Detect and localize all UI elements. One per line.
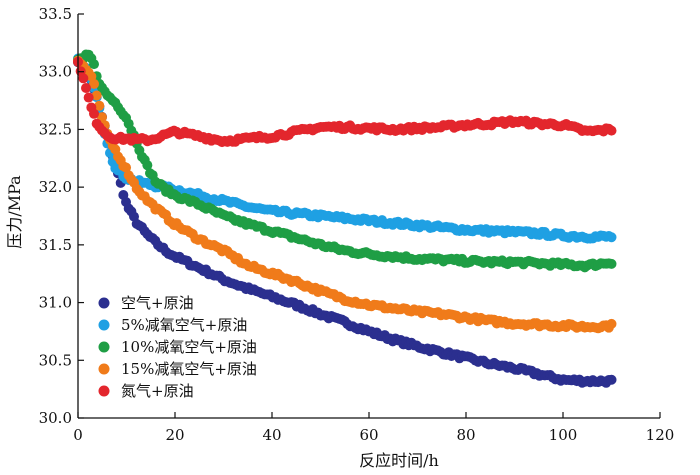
data-point: [78, 73, 89, 84]
data-point: [606, 125, 617, 136]
x-tick-label: 0: [73, 426, 83, 444]
legend-item: 15%减氧空气+原油: [98, 360, 257, 378]
legend-marker: [98, 385, 110, 397]
x-axis-title: 反应时间/h: [359, 451, 439, 470]
y-tick-label: 30.5: [39, 351, 72, 369]
data-point: [606, 374, 617, 385]
x-tick-label: 20: [165, 426, 184, 444]
data-point: [606, 258, 617, 269]
data-point: [91, 90, 102, 101]
legend-marker: [98, 297, 110, 309]
legend-item: 空气+原油: [98, 294, 194, 312]
data-point: [89, 108, 99, 119]
legend-marker: [98, 341, 110, 353]
y-tick-label: 31.5: [39, 236, 72, 254]
series-2-points: [73, 53, 617, 244]
axes: 0 20 40 60 80 100 120 30.0 30.5 31.0 31.5 32.0 32.5 3…: [5, 5, 674, 470]
series-5-points: [73, 56, 617, 148]
legend-label: 5%减氧空气+原油: [121, 316, 247, 334]
x-tick-label: 60: [359, 426, 378, 444]
x-tick-label: 80: [456, 426, 475, 444]
legend-label: 15%减氧空气+原油: [121, 360, 257, 378]
legend-label: 10%减氧空气+原油: [121, 338, 257, 356]
data-point: [89, 59, 99, 70]
series-4-points: [73, 55, 617, 334]
y-tick-label: 33.0: [39, 63, 72, 81]
x-tick-label: 120: [646, 426, 675, 444]
y-axis-title: 压力/MPa: [5, 175, 24, 249]
data-point: [81, 83, 91, 93]
legend-marker: [98, 363, 110, 375]
y-tick-label: 31.0: [39, 294, 72, 312]
y-tick-label: 32.5: [39, 120, 72, 138]
data-point: [142, 160, 153, 171]
data-point: [606, 318, 617, 329]
data-point: [94, 100, 105, 111]
legend-item: 5%减氧空气+原油: [98, 316, 247, 334]
x-tick-label: 100: [549, 426, 578, 444]
legend-label: 氮气+原油: [121, 382, 194, 400]
data-point: [89, 78, 99, 89]
legend-item: 10%减氧空气+原油: [98, 338, 257, 356]
y-tick-label: 30.0: [39, 409, 72, 427]
x-tick-label: 40: [262, 426, 281, 444]
plot-area: [73, 49, 617, 388]
data-point: [606, 232, 617, 243]
y-tick-label: 32.0: [39, 178, 72, 196]
legend-label: 空气+原油: [121, 294, 194, 312]
data-point: [86, 71, 97, 82]
legend-item: 氮气+原油: [98, 382, 194, 400]
legend-marker: [98, 319, 110, 331]
data-point: [83, 92, 94, 103]
data-point: [121, 162, 132, 173]
y-tick-label: 33.5: [39, 5, 72, 23]
